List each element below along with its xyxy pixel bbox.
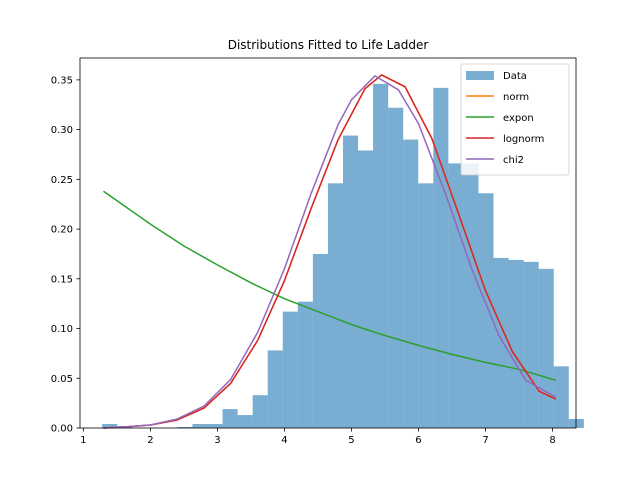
histogram-bar <box>508 259 524 428</box>
y-tick-label: 0.35 <box>51 75 73 86</box>
y-tick-label: 0.15 <box>51 274 73 285</box>
histogram-bar <box>237 415 253 428</box>
legend-label-lognorm: lognorm <box>503 134 544 145</box>
series-line-chi2 <box>103 75 557 429</box>
y-tick-label: 0.25 <box>51 175 73 186</box>
histogram-bar <box>523 261 539 428</box>
histogram-bar <box>478 193 494 428</box>
histogram-bar <box>207 424 223 428</box>
histogram-bar <box>493 257 509 428</box>
legend-box <box>460 63 570 176</box>
histogram-bar <box>418 183 434 428</box>
x-axis: 1 2 3 4 5 6 7 8 <box>80 428 556 446</box>
y-axis: 0.00 0.05 0.10 0.15 0.20 0.25 0.30 0.35 <box>51 75 80 435</box>
series-line-lognorm <box>103 74 557 429</box>
y-tick-label: 0.30 <box>51 125 73 136</box>
histogram-bar <box>433 87 449 428</box>
legend: Data norm expon lognorm chi2 <box>460 63 570 176</box>
histogram-bar <box>327 183 343 428</box>
y-tick-label: 0.10 <box>51 324 73 335</box>
legend-label-expon: expon <box>503 113 534 124</box>
x-tick-label: 1 <box>80 435 86 446</box>
legend-label-Data: Data <box>503 71 527 82</box>
y-tick-label: 0.05 <box>51 374 73 385</box>
x-tick-label: 3 <box>214 435 220 446</box>
histogram-bar <box>282 311 298 428</box>
histogram-bar <box>102 424 118 428</box>
histogram-bar <box>222 409 238 428</box>
x-tick-label: 7 <box>482 435 488 446</box>
histogram-bar <box>252 395 268 428</box>
histogram-bar <box>267 350 283 428</box>
histogram-bar <box>297 301 313 428</box>
fitted-curves <box>103 74 557 429</box>
chart-title: Distributions Fitted to Life Ladder <box>228 38 429 52</box>
legend-label-chi2: chi2 <box>503 155 524 166</box>
legend-label-norm: norm <box>503 92 529 103</box>
histogram-bar <box>403 139 419 428</box>
histogram-bar <box>448 163 464 428</box>
histogram-bar <box>463 163 479 428</box>
histogram-bar <box>342 135 359 429</box>
histogram-bar <box>553 366 569 428</box>
legend-swatch-Data <box>466 71 494 80</box>
x-tick-label: 5 <box>348 435 354 446</box>
histogram-bar <box>388 107 404 428</box>
histogram-bar <box>312 253 328 428</box>
x-tick-label: 6 <box>415 435 421 446</box>
histogram-bar <box>192 424 208 428</box>
series-line-expon <box>103 190 557 382</box>
axes-frame <box>79 57 577 429</box>
x-tick-label: 4 <box>281 435 287 446</box>
histogram-bar <box>373 83 389 428</box>
y-tick-label: 0.00 <box>51 424 73 435</box>
x-tick-label: 2 <box>147 435 153 446</box>
histogram-bar <box>177 427 193 428</box>
histogram-bar <box>358 150 374 428</box>
histogram-bar <box>538 268 554 428</box>
y-tick-label: 0.20 <box>51 225 73 236</box>
plot-area <box>102 74 584 429</box>
x-tick-label: 8 <box>549 435 555 446</box>
